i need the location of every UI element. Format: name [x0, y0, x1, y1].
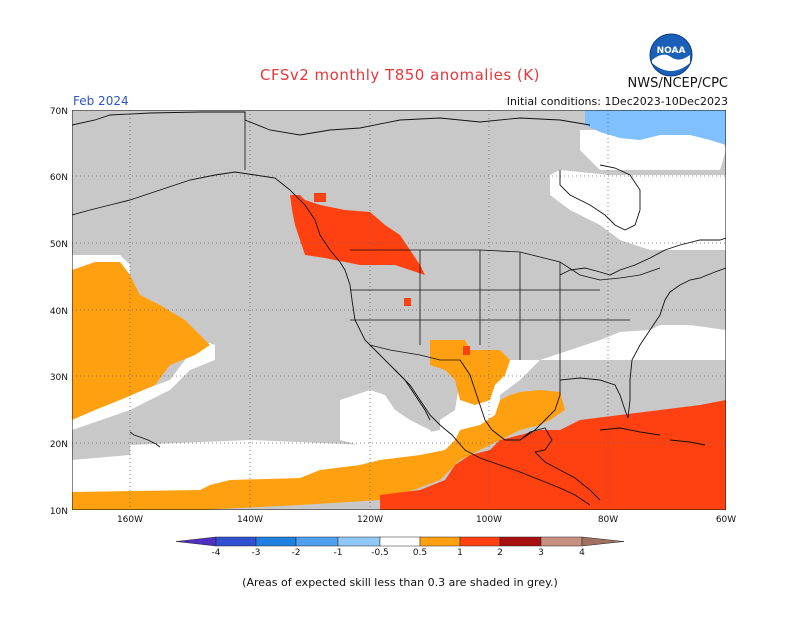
lat-label: 70N	[50, 107, 68, 117]
legend-color-bar	[175, 536, 625, 547]
legend-color-swatch	[175, 536, 217, 547]
hot-anomaly-nm-cell	[463, 346, 470, 355]
lat-label: 30N	[50, 373, 68, 383]
warm-anomaly-tropics	[72, 390, 565, 510]
legend-color-swatch	[459, 536, 501, 547]
legend-color-swatch	[255, 536, 297, 547]
legend-color-swatch	[295, 536, 339, 547]
lon-label: 140W	[237, 515, 263, 525]
legend-label: -3	[252, 548, 261, 558]
neutral-area-canada-east	[550, 170, 726, 250]
neutral-area-west-coast	[340, 390, 440, 455]
legend-color-swatch	[499, 536, 542, 547]
skill-footnote: (Areas of expected skill less than 0.3 a…	[242, 576, 558, 589]
hot-anomaly-utah-cell	[404, 298, 411, 306]
legend-label: 0.5	[413, 548, 427, 558]
lat-label: 40N	[50, 307, 68, 317]
initial-conditions: Initial conditions: 1Dec2023-10Dec2023	[506, 95, 728, 108]
warm-anomaly-mexico	[430, 340, 510, 405]
noaa-logo: NOAA	[649, 33, 693, 77]
lon-label: 160W	[117, 515, 143, 525]
legend-label: -0.5	[371, 548, 389, 558]
lat-label: 50N	[50, 240, 68, 250]
hot-anomaly-pnw-cell	[314, 193, 326, 202]
legend-color-swatch	[337, 536, 381, 547]
legend-label: 1	[457, 548, 463, 558]
lat-label: 20N	[50, 440, 68, 450]
legend-label: 4	[579, 548, 585, 558]
legend-labels: -4 -3 -2 -1 -0.5 0.5 1 2 3 4	[212, 548, 586, 558]
neutral-area-hudson	[580, 130, 726, 170]
lat-label: 60N	[50, 173, 68, 183]
legend-label: 3	[538, 548, 544, 558]
lon-label: 60W	[716, 515, 736, 525]
chart-title: CFSv2 monthly T850 anomalies (K)	[260, 66, 540, 84]
neutral-area-atlantic	[640, 330, 720, 360]
negative-anomaly-area	[585, 110, 726, 145]
latitude-labels: 70N 60N 50N 40N 30N 20N 10N	[50, 107, 68, 517]
agency-label: NWS/NCEP/CPC	[627, 76, 728, 91]
graticule	[72, 110, 726, 510]
neutral-area-pacific-south	[72, 325, 726, 510]
borders	[244, 112, 661, 380]
legend-color-swatch	[540, 536, 583, 547]
warm-anomaly-pacific	[72, 262, 210, 420]
legend-color-swatch	[581, 536, 625, 547]
anomaly-map: 70N 60N 50N 40N 30N 20N 10N 160W 140W 12…	[50, 107, 736, 525]
legend-color-swatch	[419, 536, 461, 547]
legend-label: 2	[497, 548, 503, 558]
legend-label: -1	[334, 548, 343, 558]
lon-label: 100W	[476, 515, 502, 525]
legend-color-swatch	[379, 536, 421, 547]
lon-label: 120W	[357, 515, 383, 525]
neutral-area-pacific-mid	[72, 340, 215, 430]
forecast-month: Feb 2024	[73, 94, 129, 108]
hot-anomaly-pnw	[290, 195, 425, 275]
legend-label: -2	[292, 548, 301, 558]
lat-label: 10N	[50, 507, 68, 517]
noaa-logo-text: NOAA	[657, 46, 686, 56]
legend-color-swatch	[215, 536, 257, 547]
legend-label: -4	[212, 548, 221, 558]
lon-label: 80W	[598, 515, 618, 525]
color-legend: -4 -3 -2 -1 -0.5 0.5 1 2 3 4	[175, 536, 625, 558]
hot-anomaly-southeast	[380, 400, 726, 510]
longitude-labels: 160W 140W 120W 100W 80W 60W	[117, 515, 736, 525]
coastlines	[72, 111, 726, 506]
